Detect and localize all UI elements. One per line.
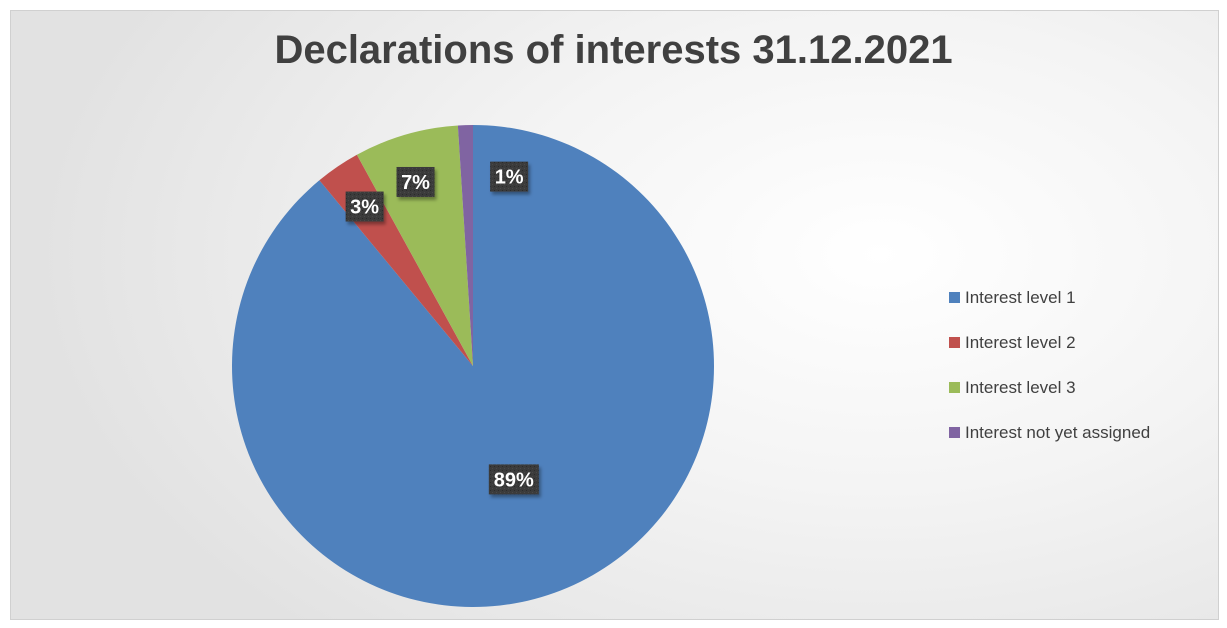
data-label: 89% — [488, 464, 539, 495]
legend-swatch-interest-level-2 — [949, 337, 960, 348]
data-label-box — [345, 191, 384, 222]
legend-item: Interest not yet assigned — [949, 421, 1150, 444]
chart-title: Declarations of interests 31.12.2021 — [274, 28, 953, 72]
pie-slice-interest-level-3 — [356, 125, 473, 366]
pie-slice-interest-not-yet-assigned — [457, 125, 473, 366]
data-label-box — [396, 166, 435, 197]
data-label: 7% — [396, 166, 435, 197]
legend-label: Interest level 2 — [965, 332, 1076, 352]
data-label: 3% — [345, 191, 384, 222]
legend-item: Interest level 2 — [949, 331, 1150, 354]
legend: Interest level 1 Interest level 2 Intere… — [949, 286, 1150, 466]
legend-label: Interest level 3 — [965, 377, 1076, 397]
legend-label: Interest not yet assigned — [965, 422, 1151, 442]
data-label-box — [488, 464, 539, 495]
legend-swatch-interest-not-yet-assigned — [949, 427, 960, 438]
data-label-text: 3% — [350, 197, 379, 219]
data-label-box — [490, 161, 529, 192]
legend-label: Interest level 1 — [965, 287, 1076, 307]
legend-swatch-interest-level-3 — [949, 382, 960, 393]
legend-item: Interest level 3 — [949, 376, 1150, 399]
legend-swatch-interest-level-1 — [949, 292, 960, 303]
legend-item: Interest level 1 — [949, 286, 1150, 309]
data-label-text: 89% — [494, 469, 534, 491]
pie-slices — [232, 125, 715, 607]
data-label-text: 7% — [401, 172, 430, 194]
data-label-text: 1% — [495, 167, 524, 189]
pie-slice-interest-level-1 — [232, 125, 715, 607]
data-label: 1% — [490, 161, 529, 192]
pie-data-labels: 89% 3% 7% 1% — [345, 161, 539, 495]
